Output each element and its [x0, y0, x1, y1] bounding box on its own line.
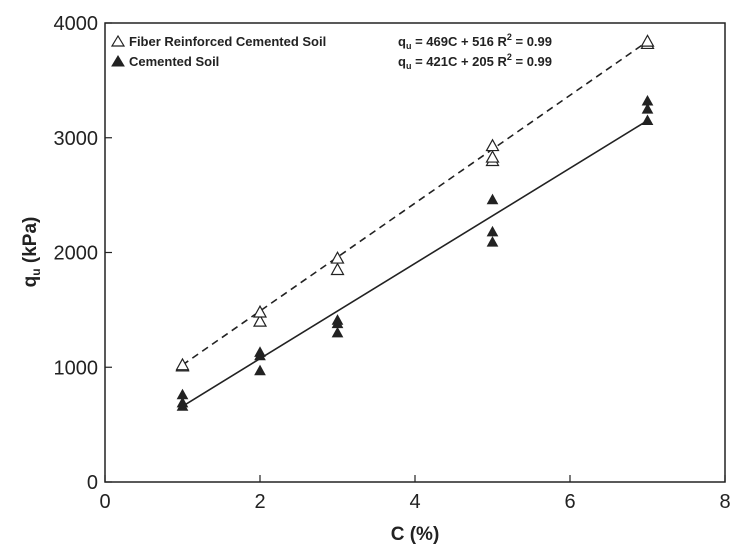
point-fiber: [330, 251, 345, 264]
data-points: [175, 34, 655, 411]
legend-label-cemented: Cemented Soil: [129, 54, 219, 69]
equation-cemented-tail: = 0.99: [512, 54, 552, 69]
point-cemented: [641, 95, 654, 106]
point-cemented: [176, 388, 189, 400]
point-fiber: [330, 262, 345, 276]
legend-label-fiber: Fiber Reinforced Cemented Soil: [129, 34, 326, 49]
y-tick-label: 4000: [54, 13, 99, 35]
x-tick-label: 6: [564, 491, 575, 513]
x-tick-label: 4: [409, 491, 420, 513]
x-tick-label: 0: [99, 491, 110, 513]
equation-fiber-tail: = 0.99: [512, 34, 552, 49]
x-axis-ticks: 0 2 4 6 8: [99, 475, 730, 513]
point-fiber: [485, 138, 500, 152]
point-cemented: [331, 314, 344, 325]
y-axis-title-sub: u: [29, 268, 43, 275]
y-axis-title: qu (kPa): [20, 217, 43, 288]
legend: Fiber Reinforced Cemented Soil Cemented …: [110, 34, 326, 69]
x-tick-label: 2: [254, 491, 265, 513]
point-fiber: [175, 357, 190, 371]
y-tick-label: 3000: [54, 128, 99, 150]
x-tick-label: 8: [719, 491, 730, 513]
point-cemented: [176, 396, 189, 408]
y-tick-label: 2000: [54, 243, 99, 265]
equation-fiber-body: = 469C + 516 R: [411, 34, 507, 49]
y-axis-title-unit: (kPa): [20, 217, 41, 269]
plot-axes: [104, 22, 726, 483]
equation-cemented-sub: u: [406, 61, 412, 71]
equation-fiber-sub: u: [406, 41, 412, 51]
point-cemented: [641, 103, 654, 114]
point-fiber: [640, 34, 655, 47]
equation-fiber: qu = 469C + 516 R2 = 0.99: [398, 32, 552, 51]
point-cemented: [486, 193, 499, 205]
y-axis-title-main: q: [20, 276, 41, 288]
y-tick-label: 0: [87, 472, 98, 494]
point-cemented: [641, 114, 654, 126]
legend-marker-cemented: [111, 55, 125, 67]
point-fiber: [252, 304, 268, 318]
point-cemented: [254, 346, 266, 357]
fit-line-cemented: [182, 119, 648, 407]
fit-lines: [182, 40, 648, 407]
equation-fiber-sup: 2: [507, 32, 512, 42]
y-tick-label: 1000: [54, 357, 99, 379]
point-fiber: [252, 314, 268, 327]
legend-marker-fiber: [110, 34, 126, 47]
point-cemented: [486, 236, 499, 247]
x-axis-title: C (%): [391, 524, 440, 545]
point-cemented: [331, 326, 344, 338]
point-cemented: [254, 364, 266, 376]
equation-cemented: qu = 421C + 205 R2 = 0.99: [398, 52, 552, 71]
y-axis-ticks: 0 1000 2000 3000 4000: [54, 13, 112, 494]
plot-frame: [104, 22, 726, 483]
equation-cemented-q: q: [398, 54, 406, 69]
equation-cemented-body: = 421C + 205 R: [411, 54, 507, 69]
fit-line-fiber: [182, 40, 648, 366]
point-cemented: [486, 225, 499, 237]
equation-fiber-q: q: [398, 34, 406, 49]
equation-cemented-sup: 2: [507, 52, 512, 62]
point-fiber: [485, 150, 500, 163]
